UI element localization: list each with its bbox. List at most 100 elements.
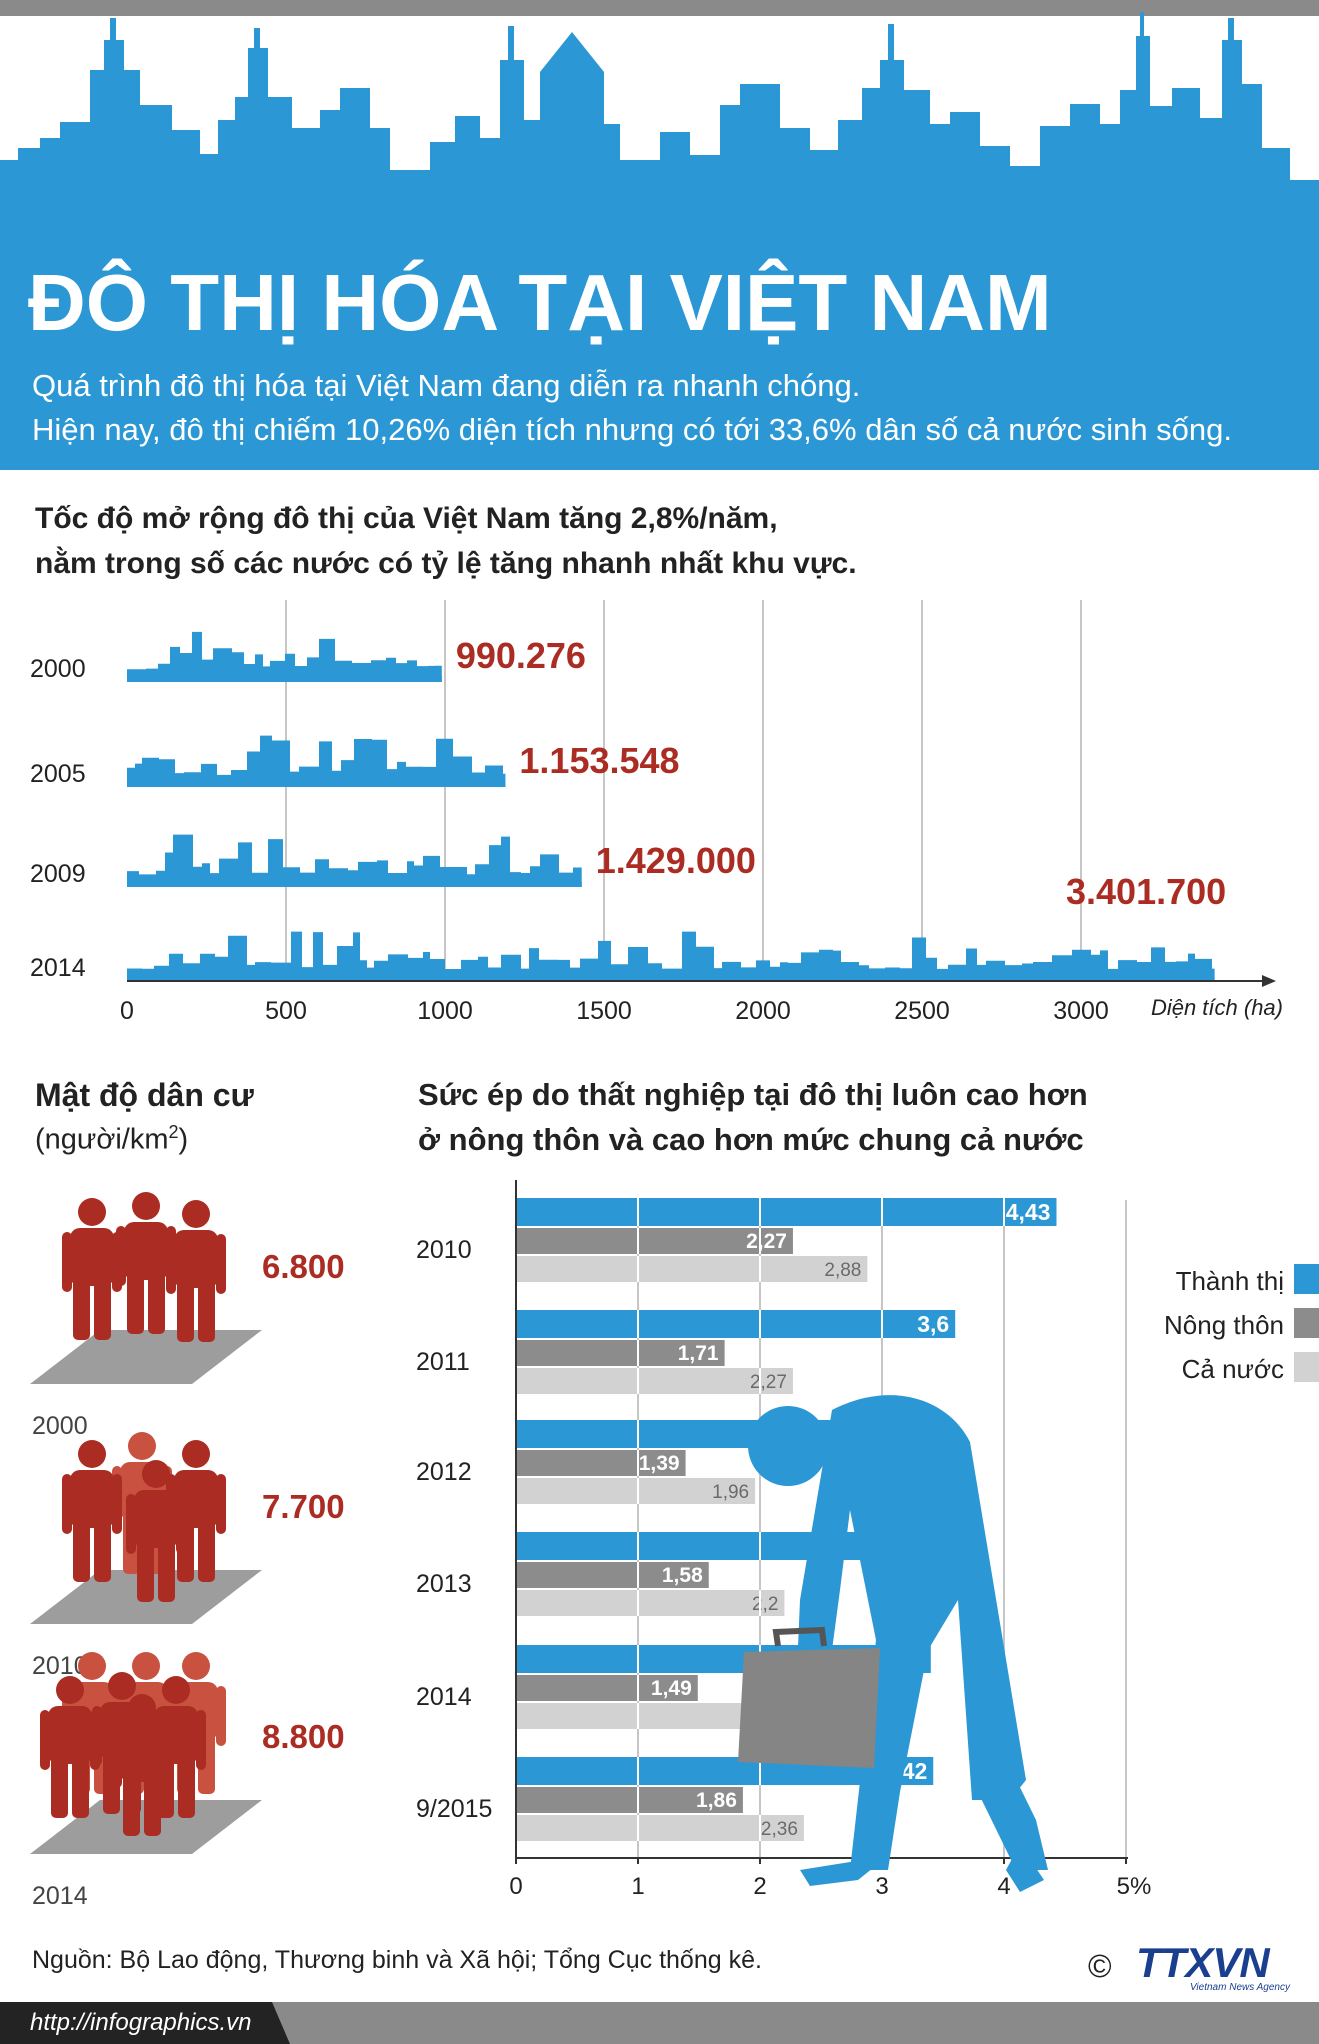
unemp-year-label-2014: 2014 bbox=[416, 1683, 472, 1711]
unemp-bar-2013-1 bbox=[516, 1562, 709, 1588]
density-title: Mật độ dân cư bbox=[35, 1077, 254, 1113]
legend-label-0: Thành thị bbox=[1176, 1266, 1284, 1296]
unemp-value-label-2010-1: 2,27 bbox=[746, 1230, 787, 1253]
area-bar-2009 bbox=[127, 834, 582, 887]
unemp-bar-2012-2 bbox=[516, 1478, 756, 1504]
density-platform-2000 bbox=[30, 1330, 262, 1384]
unemp-value-label-2010-0: 4,43 bbox=[1006, 1199, 1051, 1225]
area-tick-3000: 3000 bbox=[1053, 997, 1109, 1025]
unemp-tick-1: 1 bbox=[631, 1873, 644, 1900]
unemp-tick-3: 3 bbox=[875, 1873, 888, 1900]
person-icon-2010-3 bbox=[126, 1460, 186, 1602]
unemp-bar-2011-1 bbox=[516, 1340, 725, 1366]
unemp-value-label-2014-1: 1,49 bbox=[651, 1677, 692, 1700]
area-tick-1500: 1500 bbox=[576, 997, 632, 1025]
person-icon-2010-1 bbox=[62, 1440, 122, 1582]
area-tick-2500: 2500 bbox=[894, 997, 950, 1025]
legend-label-1: Nông thôn bbox=[1164, 1310, 1284, 1340]
unemp-tick-0: 0 bbox=[509, 1873, 522, 1900]
person-icon-2000-2 bbox=[166, 1200, 226, 1342]
unemp-bar-2013-2 bbox=[516, 1590, 785, 1616]
unemp-tick-2: 2 bbox=[753, 1873, 766, 1900]
unemp-tick-5: 5% bbox=[1117, 1873, 1152, 1900]
subtitle-line-2: Hiện nay, đô thị chiếm 10,26% diện tích … bbox=[32, 412, 1233, 447]
unemp-value-label-9-2015-2: 2,36 bbox=[761, 1819, 798, 1840]
area-bar-base-2005 bbox=[127, 781, 506, 787]
person-icon-2000-0 bbox=[62, 1198, 122, 1340]
copyright-symbol: © bbox=[1088, 1948, 1112, 1984]
area-value-label-2005: 1.153.548 bbox=[519, 740, 679, 781]
unemp-value-label-2010-2: 2,88 bbox=[824, 1260, 861, 1281]
unemp-bar-2010-0 bbox=[516, 1198, 1057, 1226]
density-unit: (người/km2) bbox=[35, 1122, 188, 1157]
top-stripe bbox=[0, 0, 1319, 16]
url-tab bbox=[0, 2002, 290, 2044]
unemp-bar-2014-1 bbox=[516, 1675, 698, 1701]
area-value-label-2009: 1.429.000 bbox=[596, 840, 756, 881]
density-value-2014: 8.800 bbox=[262, 1718, 345, 1755]
area-year-label-2014: 2014 bbox=[30, 954, 86, 982]
unemp-bar-2012-1 bbox=[516, 1450, 686, 1476]
density-unit-suffix: ) bbox=[178, 1123, 189, 1156]
area-bar-base-2014 bbox=[127, 975, 1215, 981]
legend-swatch-0 bbox=[1294, 1264, 1319, 1294]
ttxvn-logo-subtitle: Vietnam News Agency bbox=[1189, 1982, 1290, 1993]
unemp-bar-2011-0 bbox=[516, 1310, 956, 1338]
unemp-bar-9-2015-2 bbox=[516, 1815, 804, 1841]
ttxvn-logo: TTXVN Vietnam News Agency bbox=[1136, 1940, 1296, 2000]
unemp-value-label-2013-1: 1,58 bbox=[662, 1564, 703, 1587]
unemp-value-label-9-2015-1: 1,86 bbox=[696, 1789, 737, 1812]
unemp-year-label-9-2015: 9/2015 bbox=[416, 1795, 492, 1823]
area-year-label-2000: 2000 bbox=[30, 655, 86, 683]
unemp-bar-2010-1 bbox=[516, 1228, 793, 1254]
page-title: ĐÔ THỊ HÓA TẠI VIỆT NAM bbox=[28, 258, 1052, 347]
subtitle-line-1: Quá trình đô thị hóa tại Việt Nam đang d… bbox=[32, 368, 861, 403]
area-heading-line-1: Tốc độ mở rộng đô thị của Việt Nam tăng … bbox=[35, 502, 778, 535]
unemp-value-label-2013-2: 2,2 bbox=[752, 1594, 778, 1615]
area-bar-2000 bbox=[127, 631, 442, 682]
area-x-axis-arrow bbox=[1262, 975, 1276, 987]
area-value-label-2014: 3.401.700 bbox=[1066, 871, 1226, 912]
unemp-bar-2010-2 bbox=[516, 1256, 868, 1282]
legend-swatch-1 bbox=[1294, 1308, 1319, 1338]
area-x-axis-label: Diện tích (ha) bbox=[1151, 995, 1283, 1020]
unemp-value-label-2011-0: 3,6 bbox=[917, 1311, 949, 1337]
unemp-tick-4: 4 bbox=[997, 1873, 1010, 1900]
unemployment-chart: 20104,432,272,8820113,61,712,2720123,211… bbox=[416, 1180, 1319, 1900]
area-bar-base-2009 bbox=[127, 881, 582, 887]
unemployment-heading-line-1: Sức ép do thất nghiệp tại đô thị luôn ca… bbox=[418, 1077, 1088, 1112]
legend-swatch-2 bbox=[1294, 1352, 1319, 1382]
unemp-value-label-2012-2: 1,96 bbox=[712, 1482, 749, 1503]
city-skyline-banner bbox=[0, 12, 1319, 470]
ttxvn-logo-text: TTXVN bbox=[1136, 1939, 1270, 1986]
area-heading-line-2: nằm trong số các nước có tỷ lệ tăng nhan… bbox=[35, 547, 857, 580]
unemp-bar-2014-2 bbox=[516, 1703, 773, 1729]
unemp-value-label-2012-1: 1,39 bbox=[639, 1452, 680, 1475]
area-bar-2014 bbox=[127, 931, 1215, 981]
area-year-label-2005: 2005 bbox=[30, 760, 86, 788]
area-tick-2000: 2000 bbox=[735, 997, 791, 1025]
unemp-bar-2011-2 bbox=[516, 1368, 793, 1394]
stooped-man-with-briefcase-icon bbox=[738, 1395, 1048, 1892]
area-tick-0: 0 bbox=[120, 997, 134, 1025]
area-value-label-2000: 990.276 bbox=[456, 635, 586, 676]
unemp-value-label-2011-1: 1,71 bbox=[678, 1342, 719, 1365]
unemployment-heading-line-2: ở nông thôn và cao hơn mức chung cả nước bbox=[418, 1122, 1084, 1157]
area-tick-500: 500 bbox=[265, 997, 307, 1025]
legend-label-2: Cả nước bbox=[1182, 1354, 1284, 1384]
unemp-year-label-2012: 2012 bbox=[416, 1458, 472, 1486]
urban-area-chart: 2000 990.276 2005 1.153.548 2009 1.429.000 201… bbox=[30, 600, 1283, 1025]
density-value-2010: 7.700 bbox=[262, 1488, 345, 1525]
area-bar-2005 bbox=[127, 735, 506, 787]
density-value-2000: 6.800 bbox=[262, 1248, 345, 1285]
unemp-year-label-2011: 2011 bbox=[416, 1348, 470, 1376]
density-unit-superscript: 2 bbox=[168, 1122, 179, 1142]
unemp-year-label-2010: 2010 bbox=[416, 1236, 472, 1264]
area-year-label-2009: 2009 bbox=[30, 860, 86, 888]
infographics-link[interactable]: http://infographics.vn bbox=[30, 2009, 252, 2036]
density-year-2000: 2000 bbox=[32, 1412, 88, 1440]
unemp-year-label-2013: 2013 bbox=[416, 1570, 472, 1598]
unemp-bar-9-2015-1 bbox=[516, 1787, 743, 1813]
person-icon-2014-6 bbox=[112, 1694, 172, 1836]
